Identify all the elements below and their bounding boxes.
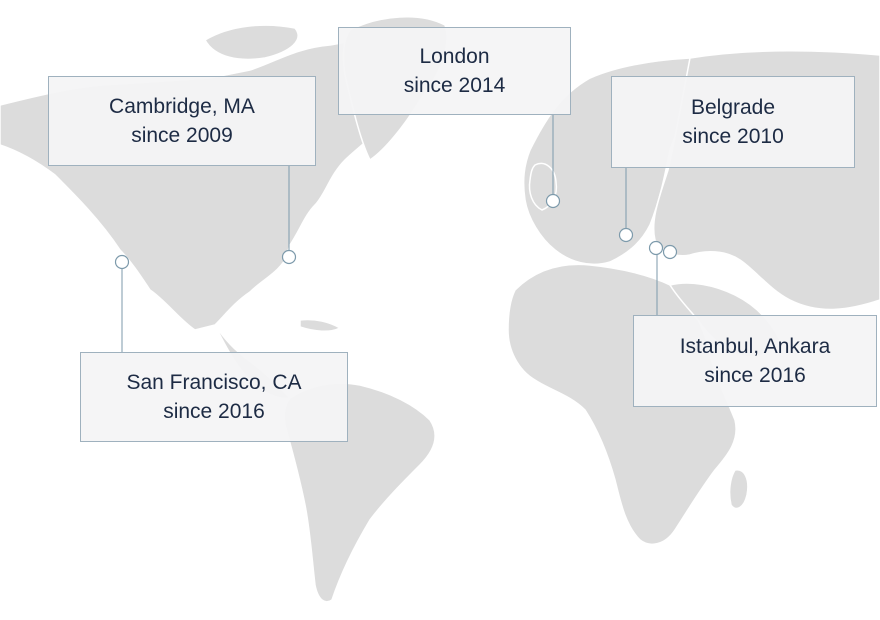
markers — [114, 193, 678, 270]
office-city: London — [419, 45, 490, 68]
office-city: Istanbul, Ankara — [679, 335, 831, 358]
office-city: Cambridge, MA — [109, 95, 255, 118]
connectors — [121, 115, 658, 352]
office-cambridge: Cambridge, MA since 2009 — [48, 76, 316, 166]
office-san-francisco: San Francisco, CA since 2016 — [80, 352, 348, 442]
caribbean — [299, 318, 342, 332]
location-marker — [281, 249, 297, 265]
office-belgrade: Belgrade since 2010 — [611, 76, 855, 168]
arctic-islands — [203, 24, 299, 61]
office-since: since 2009 — [131, 124, 233, 147]
office-london: London since 2014 — [338, 27, 571, 115]
office-since: since 2016 — [163, 400, 265, 423]
office-istanbul-ankara: Istanbul, Ankara since 2016 — [633, 315, 877, 407]
location-marker — [648, 240, 664, 256]
location-marker — [618, 227, 634, 243]
office-city: Belgrade — [690, 96, 776, 119]
madagascar — [728, 469, 749, 510]
office-since: since 2010 — [682, 125, 784, 148]
location-marker — [662, 244, 678, 260]
location-marker — [114, 254, 130, 270]
office-city: San Francisco, CA — [126, 371, 302, 394]
location-marker — [545, 193, 561, 209]
office-since: since 2014 — [403, 74, 506, 97]
office-since: since 2016 — [704, 364, 806, 387]
